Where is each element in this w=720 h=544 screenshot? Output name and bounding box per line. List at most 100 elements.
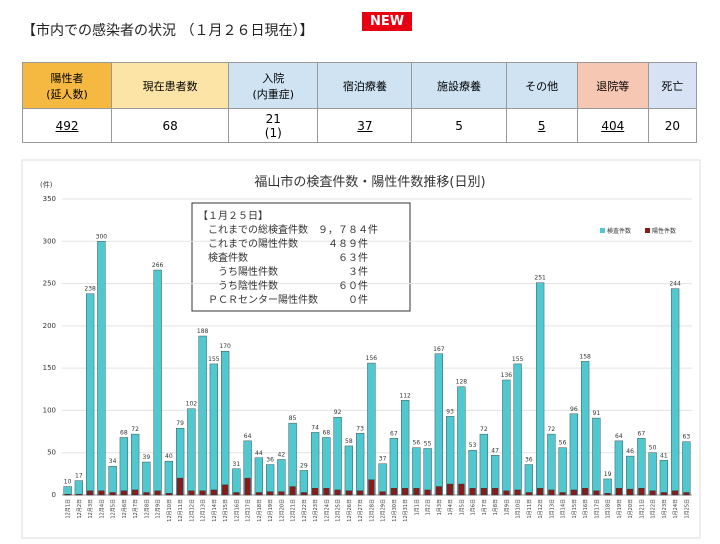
bar	[288, 422, 297, 496]
header-cell-text: 死亡	[661, 79, 684, 93]
x-tick-label: 12月11日	[178, 499, 184, 522]
bar	[592, 417, 601, 496]
value-cell-text[interactable]: 37	[357, 118, 373, 133]
bar	[345, 490, 352, 496]
bar	[164, 460, 174, 496]
bar	[445, 416, 455, 496]
bar	[670, 288, 680, 496]
value-label: 72	[131, 426, 139, 433]
value-label: 36	[525, 457, 533, 464]
x-tick-label: 12月16日	[234, 499, 240, 522]
legend-swatch	[645, 228, 650, 233]
bar	[143, 492, 150, 496]
value-label: 40	[165, 453, 173, 460]
bar	[435, 486, 442, 496]
x-tick-label: 12月17日	[246, 499, 252, 522]
bar	[312, 488, 319, 496]
x-tick-label: 1月17日	[594, 499, 600, 519]
x-tick-label: 1月12日	[538, 499, 544, 519]
bar	[615, 488, 622, 496]
bar	[120, 490, 127, 496]
x-tick-label: 12月30日	[392, 499, 398, 522]
x-tick-label: 12月1日	[66, 499, 72, 519]
bar	[513, 363, 522, 496]
x-tick-label: 12月14日	[212, 499, 218, 522]
value-cell-text[interactable]: 492	[55, 118, 79, 133]
status-table: 陽性者 (延人数) 現在患者数 入院 (内重症) 宿泊療養 施設療養 その他 退院等 死亡 492 6…	[21, 62, 698, 143]
annotation-line: うち陰性件数 ６０件	[208, 279, 368, 292]
bar	[569, 413, 579, 496]
bar	[537, 488, 544, 496]
x-tick-label: 1月11日	[527, 499, 533, 519]
bar	[603, 478, 612, 496]
x-tick-label: 1月22日	[651, 499, 657, 519]
value-label: 19	[604, 471, 612, 478]
x-tick-label: 12月6日	[122, 499, 128, 519]
x-tick-label: 12月4日	[99, 499, 105, 519]
bar	[524, 464, 534, 496]
value-cell-text[interactable]: 5	[537, 118, 546, 133]
x-tick-label: 12月12日	[189, 499, 195, 522]
x-tick-label: 12月3日	[88, 499, 94, 519]
value-label: 47	[491, 447, 499, 454]
value-cell-text: (1)	[264, 125, 282, 140]
y-tick-label: 150	[43, 364, 56, 372]
bar	[255, 492, 262, 496]
bar	[333, 416, 342, 496]
bar	[379, 491, 386, 496]
legend-label: 陽性件数	[652, 227, 676, 235]
bar	[300, 492, 307, 496]
bar	[210, 489, 217, 496]
value-label: 68	[323, 429, 331, 436]
value-label: 91	[593, 410, 601, 417]
header-cell-text: その他	[525, 79, 559, 93]
bar	[413, 488, 420, 496]
x-tick-label: 12月13日	[201, 499, 207, 522]
bar	[199, 490, 206, 496]
value-label: 37	[379, 456, 387, 463]
value-cell: 21 (1)	[228, 108, 319, 143]
header-cell: 死亡	[647, 62, 698, 109]
value-label: 93	[446, 408, 454, 415]
header-cell: 施設療養	[411, 62, 507, 109]
bar	[367, 362, 376, 496]
bar	[98, 490, 105, 496]
bar	[479, 433, 489, 496]
value-label: 167	[433, 346, 445, 353]
x-tick-label: 1月14日	[561, 499, 567, 519]
x-tick-label: 1月15日	[572, 499, 578, 519]
y-tick-label: 200	[43, 322, 56, 330]
bar	[64, 493, 71, 496]
x-tick-label: 12月7日	[133, 499, 139, 519]
bar	[604, 493, 611, 496]
value-label: 251	[534, 275, 546, 282]
bar	[220, 351, 230, 496]
x-tick-label: 1月3日	[437, 499, 443, 515]
bar	[368, 479, 375, 496]
value-label: 39	[143, 454, 151, 461]
value-label: 155	[512, 356, 524, 363]
bar	[334, 489, 341, 496]
value-label: 156	[366, 355, 378, 362]
bar	[389, 438, 399, 496]
bar	[458, 483, 465, 496]
bar	[412, 447, 421, 496]
value-label: 42	[278, 451, 286, 458]
value-label: 34	[109, 458, 117, 465]
value-label: 36	[266, 457, 274, 464]
x-tick-label: 12月26日	[347, 499, 353, 522]
bar	[74, 480, 84, 496]
value-label: 64	[615, 433, 623, 440]
x-tick-label: 12月22日	[302, 499, 308, 522]
annotation-line: ＰＣＲセンター陽性件数 ０件	[208, 293, 368, 306]
bar	[265, 464, 275, 496]
bar	[378, 463, 387, 496]
value-label: 300	[96, 233, 108, 240]
value-label: 10	[64, 479, 72, 486]
value-cell-text[interactable]: 404	[601, 118, 625, 133]
bar	[682, 441, 691, 496]
x-tick-label: 1月5日	[459, 499, 465, 515]
bar	[85, 293, 95, 496]
bar	[244, 477, 251, 496]
